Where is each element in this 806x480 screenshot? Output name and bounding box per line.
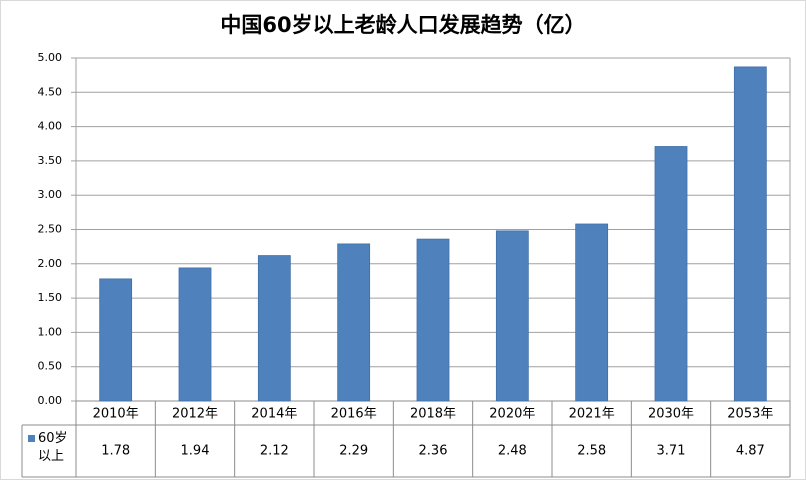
legend-label: 60岁以上	[38, 431, 68, 464]
y-tick-label: 4.50	[38, 85, 63, 98]
x-tick-label: 2016年	[331, 407, 377, 422]
y-tick-label: 0.00	[38, 394, 63, 407]
bar	[733, 66, 767, 402]
x-tick-label: 2021年	[569, 407, 615, 422]
table-value: 1.94	[181, 444, 210, 459]
x-tick-label: 2020年	[489, 407, 535, 422]
bar	[337, 243, 371, 402]
y-tick-label: 1.00	[38, 325, 63, 338]
y-tick-label: 4.00	[38, 120, 63, 133]
bar	[416, 238, 450, 402]
chart-title: 中国60岁以上老龄人口发展趋势（亿）	[220, 13, 585, 37]
y-tick-label: 1.50	[38, 291, 63, 304]
legend-swatch	[28, 435, 35, 442]
x-tick-label: 2010年	[93, 407, 139, 422]
y-tick-label: 3.00	[38, 188, 63, 201]
table-value: 1.78	[101, 444, 130, 459]
y-tick-label: 2.00	[38, 257, 63, 270]
y-tick-label: 0.50	[38, 360, 63, 373]
bar	[178, 267, 212, 402]
table-value: 4.87	[736, 444, 765, 459]
y-tick-label: 5.00	[38, 51, 63, 64]
bar	[575, 223, 609, 402]
table-value: 2.12	[260, 444, 289, 459]
bar	[257, 255, 291, 402]
table-value: 2.36	[419, 444, 448, 459]
x-tick-label: 2014年	[251, 407, 297, 422]
table-value: 2.48	[498, 444, 527, 459]
x-tick-label: 2012年	[172, 407, 218, 422]
y-tick-label: 3.50	[38, 154, 63, 167]
bar	[495, 230, 529, 402]
bar	[99, 278, 133, 402]
x-tick-label: 2053年	[727, 407, 773, 422]
y-tick-label: 2.50	[38, 223, 63, 236]
bar	[654, 146, 688, 402]
table-value: 3.71	[657, 444, 686, 459]
table-value: 2.29	[339, 444, 368, 459]
table-value: 2.58	[577, 444, 606, 459]
x-tick-label: 2018年	[410, 407, 456, 422]
x-tick-label: 2030年	[648, 407, 694, 422]
